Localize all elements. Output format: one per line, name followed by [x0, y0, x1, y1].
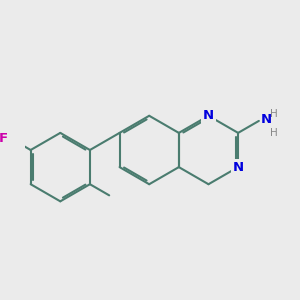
Text: N: N [203, 109, 214, 122]
Text: N: N [261, 113, 272, 126]
Text: F: F [0, 132, 8, 146]
Text: H: H [270, 128, 278, 138]
Text: H: H [270, 109, 278, 119]
Text: N: N [232, 160, 244, 174]
